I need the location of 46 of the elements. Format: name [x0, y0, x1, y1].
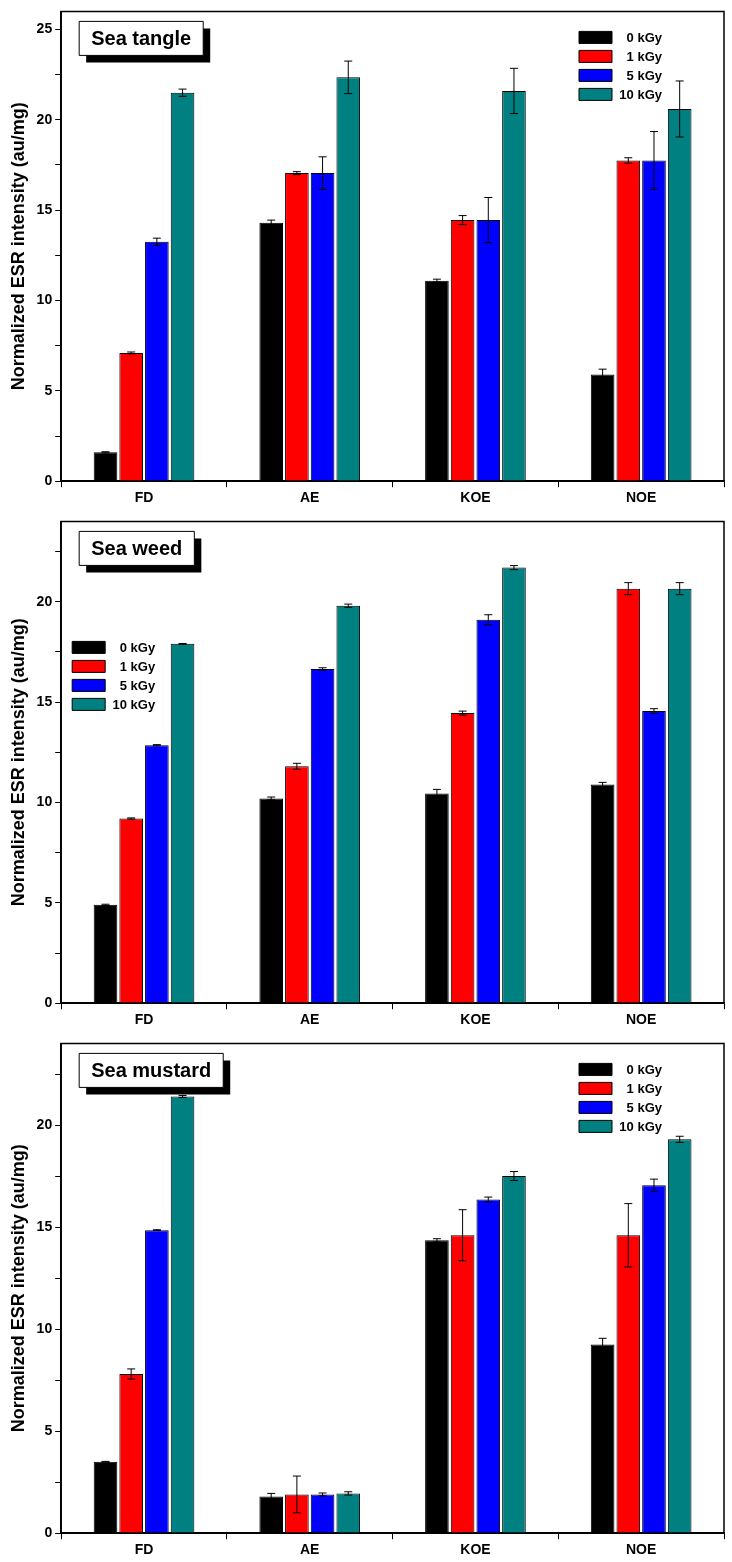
- legend-label: 5 kGy: [119, 677, 156, 693]
- y-tick-label: 15: [36, 201, 53, 218]
- x-tick-label: KOE: [460, 489, 491, 506]
- x-tick-label: NOE: [625, 1011, 657, 1028]
- legend-label: 10 kGy: [112, 696, 156, 712]
- y-tick-label: 10: [36, 291, 53, 308]
- y-tick-label: 15: [36, 692, 53, 709]
- y-tick-label: 10: [36, 1319, 53, 1336]
- y-tick-label: 5: [44, 381, 53, 398]
- x-tick-label: FD: [134, 1541, 154, 1558]
- x-tick-label: KOE: [460, 1541, 491, 1558]
- y-tick-label: 20: [36, 592, 53, 609]
- legend-label: 1 kGy: [626, 1080, 663, 1096]
- x-tick-label: KOE: [460, 1011, 491, 1028]
- legend-label: 5 kGy: [626, 1099, 663, 1115]
- x-tick-label: FD: [134, 489, 154, 506]
- y-tick-label: 0: [44, 994, 53, 1011]
- x-tick-label: NOE: [625, 489, 657, 506]
- y-tick-label: 0: [44, 1524, 53, 1541]
- legend-label: 5 kGy: [626, 67, 663, 83]
- text: Sea tangle: [91, 26, 192, 49]
- y-tick-label: 25: [36, 20, 53, 37]
- text: Sea mustard: [91, 1058, 212, 1081]
- x-tick-label: AE: [300, 1541, 320, 1558]
- legend-label: 0 kGy: [119, 639, 156, 655]
- y-axis-title: Normalized ESR intensity (au/mg): [7, 618, 28, 907]
- y-axis-title: Normalized ESR intensity (au/mg): [7, 1144, 28, 1433]
- legend-label: 1 kGy: [119, 658, 156, 674]
- y-tick-label: 10: [36, 793, 53, 810]
- y-tick-label: 5: [44, 893, 53, 910]
- y-axis-title: Normalized ESR intensity (au/mg): [7, 102, 28, 391]
- x-tick-label: AE: [300, 1011, 320, 1028]
- y-tick-label: 0: [44, 472, 53, 489]
- y-tick-label: 5: [44, 1422, 53, 1439]
- legend-label: 0 kGy: [626, 1061, 663, 1077]
- legend-label: 10 kGy: [619, 86, 663, 102]
- y-tick-label: 20: [36, 1115, 53, 1132]
- x-tick-label: AE: [300, 489, 320, 506]
- y-tick-label: 20: [36, 110, 53, 127]
- legend-label: 10 kGy: [619, 1118, 663, 1134]
- legend-label: 0 kGy: [626, 29, 663, 45]
- x-tick-label: FD: [134, 1011, 154, 1028]
- text: Sea weed: [91, 536, 183, 559]
- x-tick-label: NOE: [625, 1541, 657, 1558]
- y-tick-label: 15: [36, 1217, 53, 1234]
- legend-label: 1 kGy: [626, 48, 663, 64]
